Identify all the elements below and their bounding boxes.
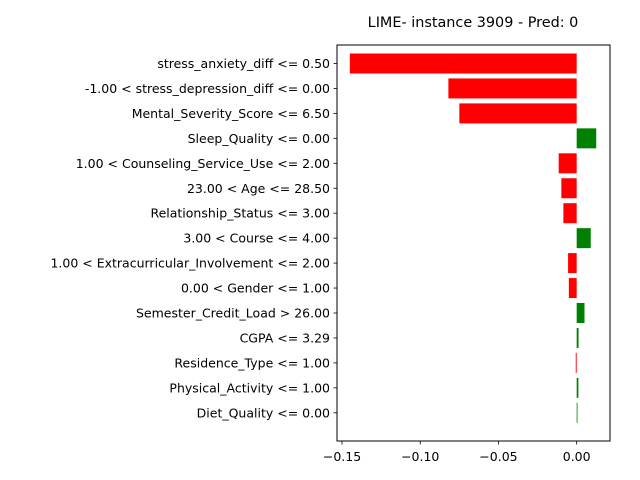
bar (448, 78, 576, 98)
y-tick-label: Relationship_Status <= 3.00 (150, 206, 330, 221)
y-tick-label: Semester_Credit_Load > 26.00 (136, 306, 330, 321)
bar (350, 54, 577, 74)
bar (459, 103, 576, 123)
bar (569, 278, 577, 298)
bar (577, 303, 585, 323)
bar (577, 328, 579, 348)
y-tick-label: stress_anxiety_diff <= 0.50 (157, 56, 330, 71)
y-tick-label: Physical_Activity <= 1.00 (169, 380, 330, 395)
y-tick-label: 1.00 < Counseling_Service_Use <= 2.00 (76, 156, 330, 171)
bar (577, 403, 578, 423)
y-tick-label: Diet_Quality <= 0.00 (197, 405, 330, 420)
y-tick-label: 3.00 < Course <= 4.00 (183, 231, 330, 246)
bar (577, 378, 579, 398)
y-tick-label: Residence_Type <= 1.00 (174, 355, 330, 370)
x-tick-label: −0.05 (479, 449, 517, 464)
y-tick-label: CGPA <= 3.29 (240, 330, 330, 345)
y-tick-label: 1.00 < Extracurricular_Involvement <= 2.… (50, 256, 330, 271)
chart-title: LIME- instance 3909 - Pred: 0 (368, 15, 579, 31)
y-tick-label: -1.00 < stress_depression_diff <= 0.00 (85, 81, 330, 96)
bar (577, 128, 597, 148)
x-tick-label: −0.10 (401, 449, 439, 464)
bar (576, 353, 577, 373)
x-tick-label: −0.15 (323, 449, 361, 464)
y-tick-label: Mental_Severity_Score <= 6.50 (132, 106, 330, 121)
x-tick-label: 0.00 (563, 449, 591, 464)
y-tick-label: 23.00 < Age <= 28.50 (187, 181, 330, 196)
bar (577, 228, 591, 248)
bar (568, 253, 577, 273)
bar (561, 178, 576, 198)
y-tick-label: Sleep_Quality <= 0.00 (188, 131, 330, 146)
bar (563, 203, 576, 223)
bar (559, 153, 577, 173)
y-tick-label: 0.00 < Gender <= 1.00 (181, 281, 330, 296)
